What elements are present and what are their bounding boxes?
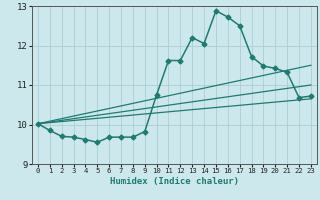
X-axis label: Humidex (Indice chaleur): Humidex (Indice chaleur) (110, 177, 239, 186)
